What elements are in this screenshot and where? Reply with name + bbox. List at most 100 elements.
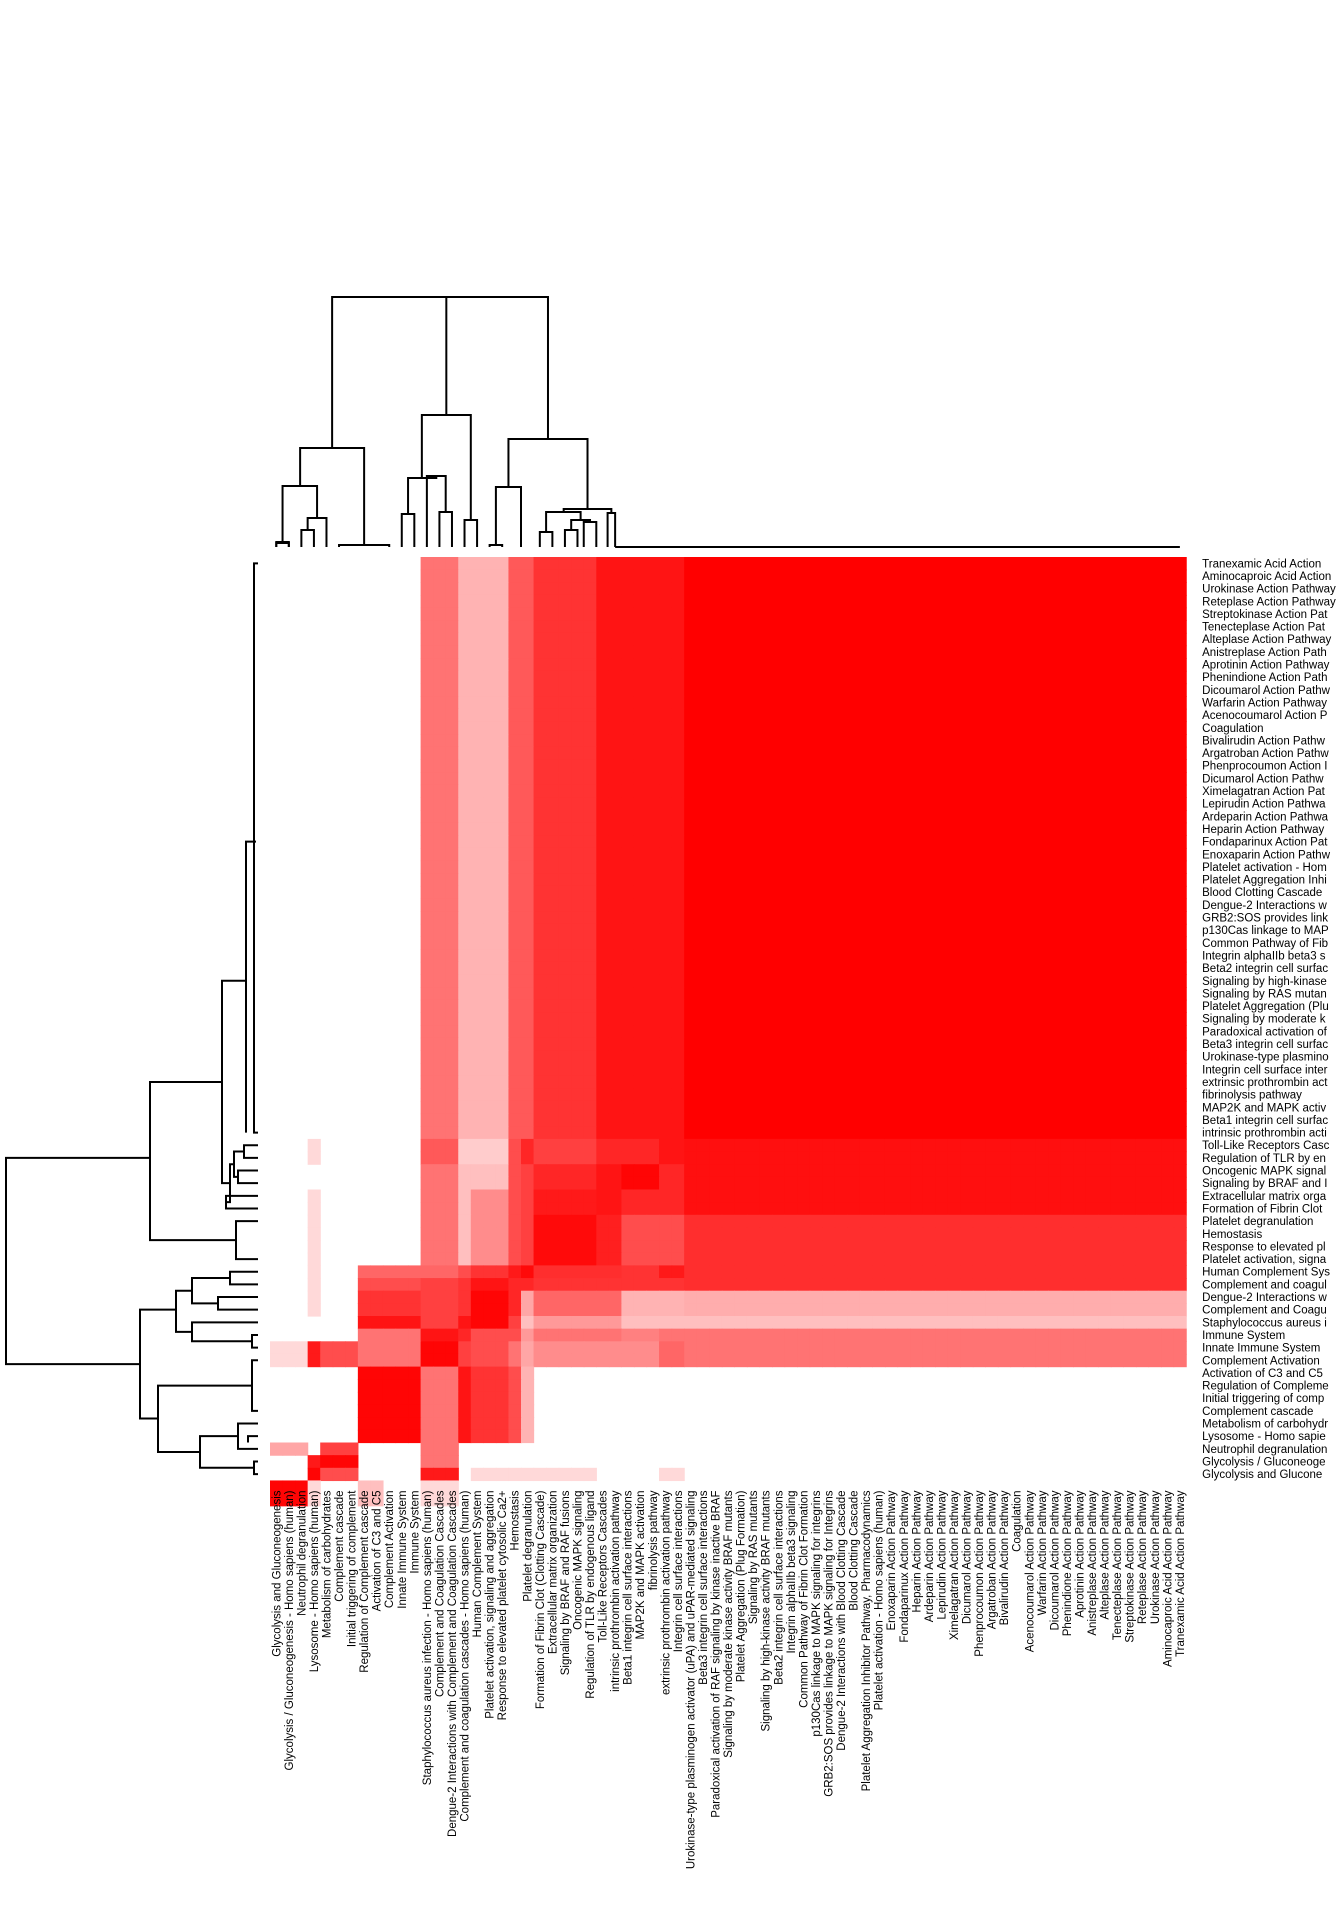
- heatmap-cell: [1048, 923, 1062, 938]
- heatmap-cell: [483, 1088, 497, 1102]
- heatmap-cell: [608, 1328, 622, 1342]
- heatmap-cell: [508, 784, 522, 798]
- heatmap-cell: [709, 1012, 723, 1026]
- heatmap-cell: [420, 1467, 434, 1482]
- heatmap-cell: [508, 746, 522, 760]
- heatmap-cell: [884, 569, 899, 583]
- heatmap-cell: [646, 708, 660, 723]
- heatmap-cell: [859, 1012, 873, 1026]
- heatmap-cell: [947, 1214, 961, 1229]
- heatmap-cell: [1048, 594, 1062, 609]
- heatmap-cell: [696, 1202, 710, 1216]
- heatmap-cell: [910, 1100, 924, 1115]
- heatmap-cell: [997, 936, 1012, 950]
- heatmap-cell: [571, 721, 585, 735]
- heatmap-cell: [533, 987, 547, 1001]
- heatmap-cell: [621, 620, 635, 634]
- heatmap-cell: [872, 1353, 886, 1368]
- heatmap-cell: [872, 898, 886, 912]
- heatmap-cell: [1135, 620, 1150, 634]
- heatmap-cell: [997, 759, 1012, 773]
- heatmap-cell: [696, 1316, 710, 1330]
- heatmap-cell: [985, 1303, 999, 1317]
- heatmap-cell: [834, 607, 848, 621]
- row-label: Acenocoumarol Action P: [1202, 710, 1328, 722]
- heatmap-cell: [1173, 1202, 1187, 1216]
- heatmap-cell: [797, 569, 811, 583]
- heatmap-cell: [709, 658, 723, 672]
- dendrogram-branch: [488, 544, 504, 547]
- heatmap-cell: [822, 923, 836, 938]
- heatmap-cell: [746, 569, 761, 583]
- heatmap-cell: [546, 987, 560, 1001]
- heatmap-cell: [1035, 607, 1049, 621]
- heatmap-cell: [960, 961, 974, 976]
- heatmap-cell: [621, 923, 635, 938]
- heatmap-cell: [910, 1063, 924, 1077]
- heatmap-cell: [533, 1189, 547, 1203]
- heatmap-cell: [746, 632, 761, 647]
- heatmap-cell: [797, 1303, 811, 1317]
- heatmap-cell: [470, 974, 484, 988]
- heatmap-cell: [759, 784, 773, 798]
- heatmap-cell: [571, 708, 585, 723]
- heatmap-cell: [445, 721, 459, 735]
- heatmap-cell: [521, 1303, 535, 1317]
- heatmap-cell: [583, 1278, 597, 1292]
- heatmap-cell: [947, 658, 961, 672]
- heatmap-cell: [546, 923, 560, 938]
- heatmap-cell: [1010, 923, 1024, 938]
- heatmap-cell: [458, 696, 472, 710]
- heatmap-cell: [709, 797, 723, 811]
- heatmap-cell: [1060, 759, 1074, 773]
- heatmap-cell: [608, 696, 622, 710]
- heatmap-cell: [709, 860, 723, 874]
- heatmap-cell: [659, 860, 673, 874]
- heatmap-cell: [408, 1290, 422, 1304]
- heatmap-cell: [1098, 797, 1112, 811]
- heatmap-cell: [357, 1379, 371, 1393]
- row-label: Complement and coagul: [1202, 1279, 1327, 1291]
- heatmap-cell: [583, 1025, 597, 1039]
- heatmap-cell: [772, 1341, 786, 1355]
- heatmap-cell: [834, 1227, 848, 1241]
- heatmap-cell: [445, 683, 459, 697]
- heatmap-cell: [859, 734, 873, 748]
- heatmap-cell: [458, 1290, 472, 1304]
- heatmap-cell: [847, 835, 861, 849]
- heatmap-cell: [558, 810, 572, 824]
- heatmap-cell: [1010, 1176, 1024, 1191]
- heatmap-cell: [596, 696, 610, 710]
- heatmap-cell: [947, 835, 961, 849]
- heatmap-cell: [922, 911, 936, 925]
- heatmap-cell: [734, 1240, 748, 1254]
- heatmap-cell: [546, 696, 560, 710]
- heatmap-cell: [922, 1214, 936, 1229]
- heatmap-cell: [859, 1100, 873, 1115]
- heatmap-cell: [295, 1480, 309, 1494]
- heatmap-cell: [546, 1100, 560, 1115]
- heatmap-cell: [1123, 1050, 1137, 1064]
- heatmap-cell: [872, 1126, 886, 1140]
- heatmap-cell: [772, 810, 786, 824]
- heatmap-cell: [646, 1214, 660, 1229]
- heatmap-cell: [734, 1075, 748, 1089]
- heatmap-cell: [709, 1316, 723, 1330]
- heatmap-cell: [646, 759, 660, 773]
- heatmap-cell: [420, 1151, 434, 1165]
- heatmap-cell: [1110, 1138, 1124, 1153]
- heatmap-cell: [671, 999, 685, 1013]
- heatmap-cell: [1098, 822, 1112, 836]
- row-label: Oncogenic MAPK signal: [1202, 1166, 1326, 1178]
- heatmap-cell: [972, 759, 986, 773]
- heatmap-cell: [746, 987, 761, 1001]
- heatmap-cell: [972, 923, 986, 938]
- heatmap-cell: [935, 1303, 949, 1317]
- heatmap-cell: [834, 1353, 848, 1368]
- heatmap-cell: [521, 594, 535, 609]
- heatmap-cell: [1110, 632, 1124, 647]
- heatmap-cell: [1085, 1189, 1099, 1203]
- heatmap-cell: [935, 1037, 949, 1051]
- heatmap-cell: [872, 721, 886, 735]
- heatmap-cell: [684, 911, 698, 925]
